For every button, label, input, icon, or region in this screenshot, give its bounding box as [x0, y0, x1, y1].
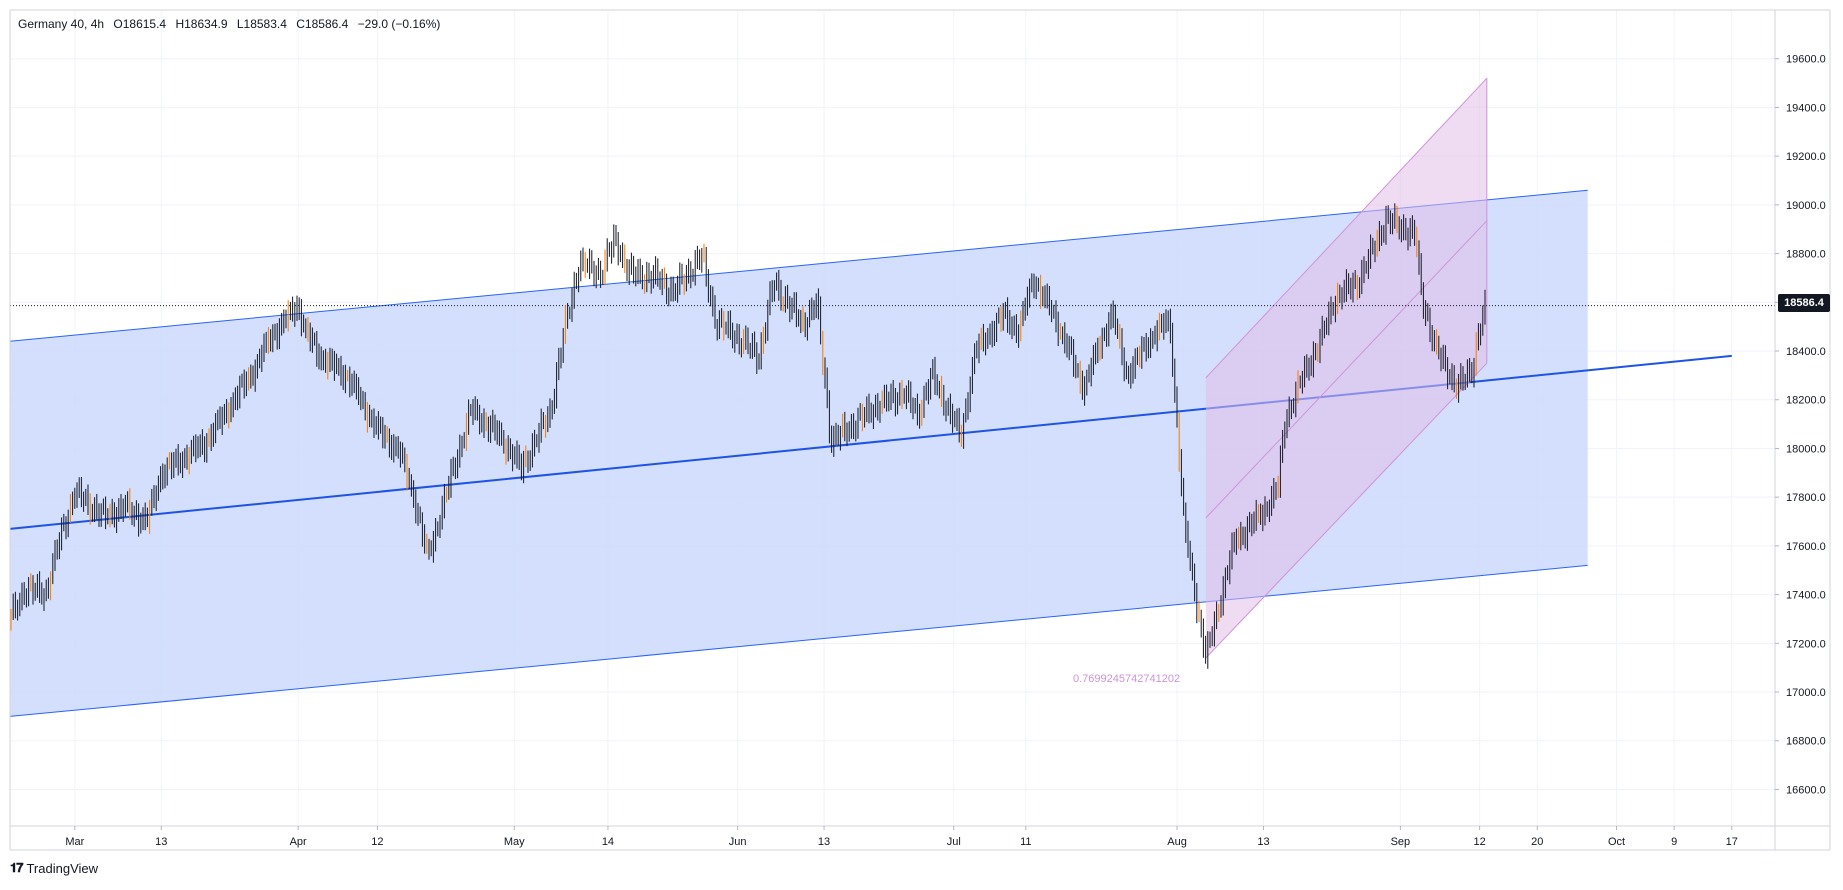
y-tick-label: 19600.0: [1786, 54, 1826, 66]
x-tick-label: Mar: [65, 836, 84, 848]
x-tick-label: Apr: [290, 836, 307, 848]
x-tick-label: Jul: [947, 836, 961, 848]
symbol-label[interactable]: Germany 40, 4h: [18, 17, 105, 31]
pink-channel-fill[interactable]: [1205, 78, 1487, 658]
y-tick-label: 19200.0: [1786, 151, 1826, 163]
y-tick-label: 19000.0: [1786, 200, 1826, 212]
time-axis[interactable]: Mar 13 Apr 12 May 14 Jun 13 Jul 11 Aug 13 Sep 12 20 Oct…: [65, 826, 1738, 848]
open-value: O18615.4: [113, 17, 167, 31]
y-tick-label: 18400.0: [1786, 346, 1826, 358]
fib-ratio-label: 0.7699245742741202: [1073, 673, 1181, 685]
y-tick-label: 16800.0: [1786, 736, 1826, 748]
x-tick-label: Jun: [729, 836, 747, 848]
x-tick-label: May: [504, 836, 525, 848]
y-tick-label: 18200.0: [1786, 395, 1826, 407]
pink-channel-upper[interactable]: [1205, 77, 1488, 379]
x-tick-label: 12: [1474, 836, 1486, 848]
channel-bottom-line[interactable]: [9, 564, 1588, 717]
y-tick-label: 19400.0: [1786, 102, 1826, 114]
pink-channel-mid[interactable]: [1205, 220, 1488, 519]
y-tick-label: 17400.0: [1786, 590, 1826, 602]
x-tick-label: Aug: [1167, 836, 1187, 848]
drawings-layer[interactable]: [9, 77, 1775, 717]
y-tick-label: 16600.0: [1786, 784, 1826, 796]
ohlc-bars: [10, 203, 1486, 669]
x-tick-label: 13: [155, 836, 167, 848]
y-tick-label: 18000.0: [1786, 443, 1826, 455]
x-tick-label: 20: [1531, 836, 1543, 848]
x-tick-label: 13: [818, 836, 830, 848]
x-tick-label: 13: [1257, 836, 1269, 848]
x-tick-label: Oct: [1608, 836, 1625, 848]
ohlc-legend[interactable]: Germany 40, 4h O18615.4 H18634.9 L18583.…: [18, 17, 446, 31]
y-tick-label: 17000.0: [1786, 687, 1826, 699]
y-tick-label: 17200.0: [1786, 638, 1826, 650]
tradingview-logo-icon: 𝟏𝟕: [10, 860, 24, 875]
low-value: L18583.4: [236, 17, 287, 31]
price-axis[interactable]: 19600.019400.019200.019000.018800.018600…: [1775, 54, 1826, 797]
x-tick-label: 17: [1726, 836, 1738, 848]
x-tick-label: 14: [602, 836, 614, 848]
y-tick-label: 17600.0: [1786, 541, 1826, 553]
parallel-channel-fill[interactable]: [10, 190, 1588, 717]
high-value: H18634.9: [175, 17, 228, 31]
y-tick-label: 17800.0: [1786, 492, 1826, 504]
last-price-tag: 18586.4: [1778, 294, 1830, 312]
x-tick-label: 9: [1671, 836, 1677, 848]
channel-top-line[interactable]: [9, 189, 1588, 342]
x-tick-label: 12: [371, 836, 383, 848]
tradingview-logo[interactable]: 𝟏𝟕 TradingView: [10, 860, 98, 876]
y-tick-label: 18800.0: [1786, 249, 1826, 261]
pink-channel-lower[interactable]: [1205, 362, 1488, 659]
x-tick-label: 11: [1020, 836, 1031, 848]
x-tick-label: Sep: [1391, 836, 1411, 848]
close-value: C18586.4: [296, 17, 349, 31]
brand-name: TradingView: [26, 860, 99, 876]
change-value: −29.0 (−0.16%): [357, 17, 441, 31]
